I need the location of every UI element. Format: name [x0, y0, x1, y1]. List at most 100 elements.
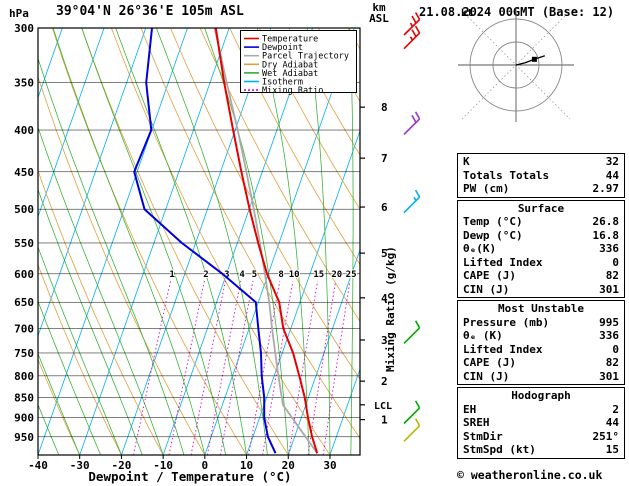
svg-text:3: 3	[381, 334, 388, 347]
stat-value: 16.8	[592, 228, 620, 242]
svg-text:900: 900	[14, 412, 34, 425]
stats-section-hodograph: Hodograph EH 2 SREH 44 StmDir 251° StmSpd (kt) 1…	[457, 387, 625, 459]
km-label: km	[372, 1, 386, 14]
stats-section-title: Hodograph	[511, 389, 571, 402]
wind-barb	[403, 25, 421, 50]
svg-text:850: 850	[14, 391, 34, 404]
svg-text:30: 30	[323, 459, 336, 472]
legend-item-label: Parcel Trajectory	[262, 52, 349, 62]
svg-text:950: 950	[14, 431, 34, 444]
svg-text:7: 7	[381, 152, 388, 165]
wind-barb	[403, 418, 421, 442]
stat-value: 995	[599, 315, 619, 329]
stat-row: CAPE (J) 82	[458, 356, 624, 370]
stat-label: CAPE (J)	[463, 269, 516, 282]
chart-grid	[38, 28, 360, 455]
stat-label: EH	[463, 402, 477, 416]
legend-item-label: Dewpoint	[262, 43, 303, 53]
km-axis: 1 2 3 4 5 6 7 8	[360, 101, 388, 427]
stat-value: 301	[599, 369, 619, 383]
x-axis-title: Dewpoint / Temperature (°C)	[88, 469, 291, 484]
stat-label: CIN (J)	[463, 282, 510, 296]
svg-text:-10: -10	[153, 459, 173, 472]
svg-text:-40: -40	[28, 459, 48, 472]
svg-text:400: 400	[14, 124, 34, 137]
svg-text:-30: -30	[70, 459, 90, 472]
stat-row: CIN (J) 301	[458, 283, 624, 297]
stat-label: Temp (°C)	[463, 215, 523, 228]
stat-row: StmDir 251°	[458, 430, 624, 444]
mixing-ratio-value: 1	[169, 270, 174, 280]
stat-value: 26.8	[592, 215, 620, 228]
stats-tables: K 32 Totals Totals 44 PW (cm) 2.97 Surface Temp…	[457, 153, 625, 461]
asl-label: ASL	[369, 12, 389, 25]
stat-row: SREH 44	[458, 416, 624, 430]
stat-value: 82	[605, 356, 619, 369]
hodograph-ring	[492, 41, 540, 89]
legend-item-label: Isotherm	[262, 78, 303, 88]
stat-label: CIN (J)	[463, 369, 510, 383]
stat-value: 0	[612, 255, 619, 269]
side-panel: kt K 32 Totals Totals 44 PW (cm) 2.97 Surface T…	[455, 0, 629, 486]
mixing-ratio-value: 8	[278, 270, 283, 280]
wet-adiabat-lines	[38, 28, 354, 455]
altitude-unit-label: km ASL	[366, 2, 392, 24]
stats-section-indices: K 32 Totals Totals 44 PW (cm) 2.97	[457, 153, 625, 198]
stat-value: 15	[605, 443, 619, 456]
svg-text:10: 10	[240, 459, 253, 472]
svg-text:450: 450	[14, 166, 34, 179]
mixing-axis-title: Mixing Ratio (g/kg)	[384, 246, 397, 372]
svg-text:4: 4	[381, 292, 388, 305]
stat-value: 44	[605, 168, 619, 182]
svg-text:8: 8	[381, 101, 388, 114]
hodograph-plot: kt	[458, 8, 574, 122]
svg-text:750: 750	[14, 347, 34, 360]
mixing-ratio-value: 3	[224, 270, 229, 280]
stat-row: θₑ (K) 336	[458, 329, 624, 343]
stat-value: 301	[599, 282, 619, 296]
legend-item-label: Wet Adiabat	[262, 69, 318, 79]
stat-row: EH 2	[458, 403, 624, 417]
parcel-trajectory-curve	[213, 28, 318, 454]
stat-value: 336	[599, 329, 619, 342]
stat-label: StmDir	[463, 429, 503, 443]
mixing-ratio-value: 20	[331, 270, 342, 280]
temperature-axis: -40 -30 -20 -10 0 10 20 30	[28, 455, 337, 472]
svg-text:350: 350	[14, 77, 34, 90]
mixing-ratio-labels: 1 2 3 4 5 8 10 15 20 25	[168, 269, 357, 281]
stat-label: Totals Totals	[463, 168, 550, 182]
stat-label: SREH	[463, 416, 490, 429]
stat-row: CIN (J) 301	[458, 370, 624, 384]
svg-text:550: 550	[14, 237, 34, 250]
storm-motion-marker	[531, 56, 537, 62]
mixing-ratio-value: 10	[289, 270, 300, 280]
stat-row: CAPE (J) 82	[458, 269, 624, 283]
wind-barb	[403, 12, 421, 36]
dewpoint-curve	[133, 28, 277, 454]
wind-barbs	[403, 12, 421, 442]
stat-label: Lifted Index	[463, 255, 543, 269]
stats-section-surface: Surface Temp (°C) 26.8 Dewp (°C) 16.8 θₑ(K) 33…	[457, 199, 625, 298]
stat-label: θₑ(K)	[463, 242, 497, 255]
copyright: © weatheronline.co.uk	[457, 468, 603, 482]
stat-label: PW (cm)	[463, 182, 510, 195]
svg-text:800: 800	[14, 370, 34, 383]
svg-text:2: 2	[381, 375, 388, 388]
wind-barb	[403, 189, 421, 214]
stat-row: StmSpd (kt) 15	[458, 443, 624, 457]
stat-row: Lifted Index 0	[458, 343, 624, 357]
stat-row: θₑ(K) 336	[458, 242, 624, 256]
temperature-curve	[214, 28, 319, 454]
stat-label: StmSpd (kt)	[463, 443, 536, 456]
stat-row: PW (cm) 2.97	[458, 182, 624, 196]
stat-row: Pressure (mb) 995	[458, 316, 624, 330]
svg-text:500: 500	[14, 203, 34, 216]
svg-text:650: 650	[14, 296, 34, 309]
stat-value: 2.97	[592, 182, 620, 195]
stats-section-title: Most Unstable	[497, 302, 585, 315]
stat-value: 336	[599, 242, 619, 255]
hodograph-unit-label: kt	[461, 8, 473, 19]
stat-value: 44	[605, 416, 619, 429]
